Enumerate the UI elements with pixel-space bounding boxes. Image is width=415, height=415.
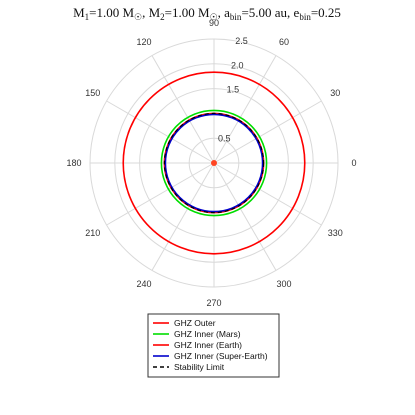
grid-spoke-5: [106, 100, 215, 164]
title-abin-value: =5.00 au, e: [241, 5, 299, 20]
title-m1: M: [73, 5, 85, 20]
theta-tick-label: 240: [136, 279, 151, 289]
theta-tick-label: 0: [351, 158, 356, 168]
grid-spoke-7: [106, 162, 215, 226]
title-ebin-value: =0.25: [311, 5, 341, 20]
legend-label-2: GHZ Inner (Earth): [174, 340, 242, 350]
series-group: [122, 71, 306, 255]
tick-labels: 0 30 60 90 120 150 180 210 240 270 300 330 0.5 1.5 2.0…: [66, 18, 356, 308]
series-line-0: [122, 71, 306, 255]
grid-spoke-10: [213, 162, 277, 271]
theta-tick-label: 30: [330, 88, 340, 98]
theta-tick-label: 180: [66, 158, 81, 168]
theta-tick-label: 300: [276, 279, 291, 289]
polar-grid: [89, 38, 339, 288]
grid-spoke-4: [151, 55, 215, 164]
grid-spoke-11: [213, 162, 322, 226]
legend-box: [147, 313, 280, 378]
theta-tick-label: 120: [136, 37, 151, 47]
grid-spoke-8: [151, 162, 215, 271]
chart-title: M1=1.00 M☉, M2=1.00 M☉, abin=5.00 au, eb…: [73, 5, 341, 22]
legend-label-0: GHZ Outer: [174, 318, 216, 328]
title-m2-value: =1.00 M: [165, 5, 210, 20]
grid-spoke-1: [213, 100, 322, 164]
r-tick-label: 0.5: [218, 134, 231, 144]
series-line-4: [163, 112, 265, 214]
title-m1-sub: 1: [85, 12, 90, 22]
title-ebin-sub: bin: [299, 12, 311, 22]
series-line-3: [164, 113, 264, 213]
r-tick-label: 2.5: [235, 36, 248, 46]
title-m1-value: =1.00 M: [89, 5, 134, 20]
title-sun-symbol-1: ☉: [134, 12, 142, 22]
title-sep-2: , a: [218, 5, 231, 20]
theta-tick-label: 90: [209, 18, 219, 28]
r-tick-label: 1.5: [227, 85, 240, 95]
theta-tick-label: 210: [85, 228, 100, 238]
theta-tick-label: 60: [279, 37, 289, 47]
legend-label-1: GHZ Inner (Mars): [174, 329, 241, 339]
title-sep-1: , M: [142, 5, 161, 20]
r-tick-label: 2.0: [231, 60, 244, 70]
theta-tick-label: 270: [206, 298, 221, 308]
theta-tick-label: 330: [328, 228, 343, 238]
legend-label-3: GHZ Inner (Super-Earth): [174, 351, 268, 361]
legend-label-4: Stability Limit: [174, 362, 225, 372]
title-sun-symbol-2: ☉: [210, 12, 218, 22]
grid-spoke-2: [213, 55, 277, 164]
series-line-1: [160, 109, 268, 217]
theta-tick-label: 150: [85, 88, 100, 98]
center-point: [211, 160, 217, 166]
title-m2-sub: 2: [160, 12, 165, 22]
title-abin-sub: bin: [230, 12, 242, 22]
